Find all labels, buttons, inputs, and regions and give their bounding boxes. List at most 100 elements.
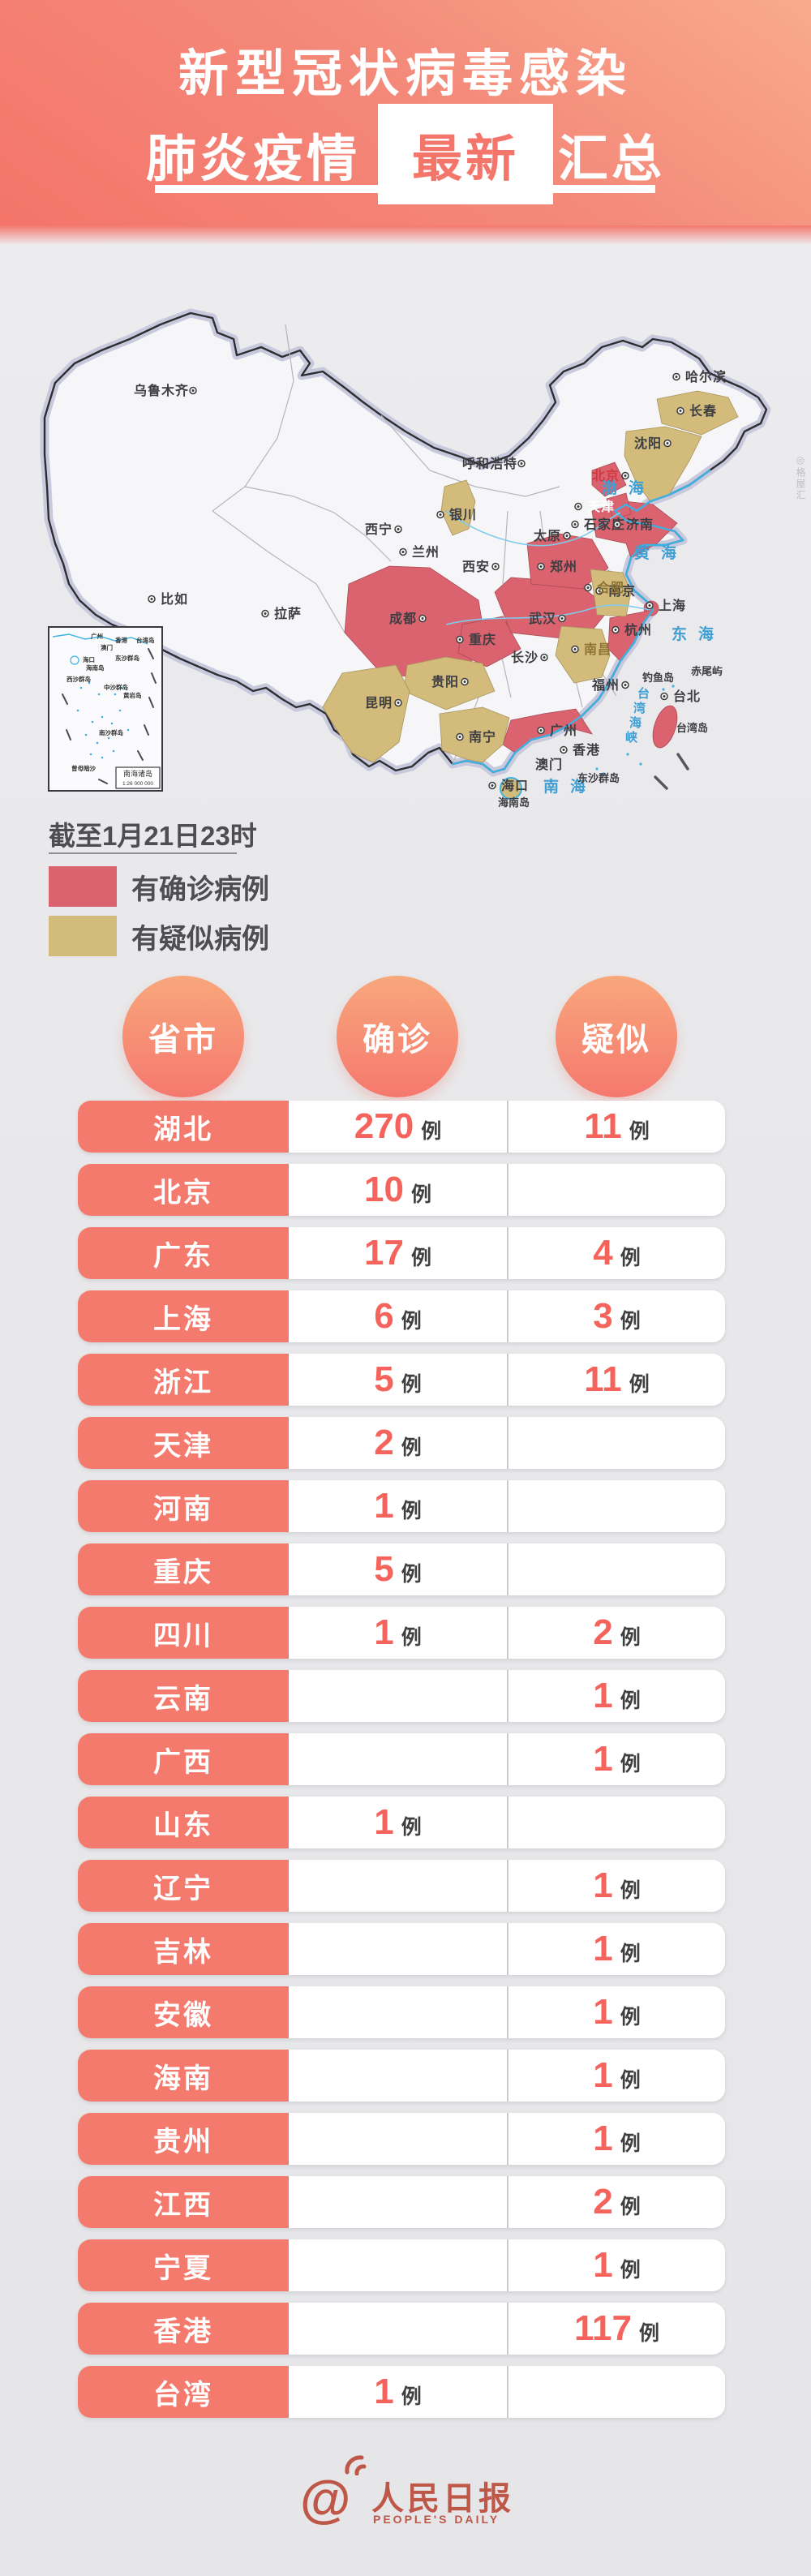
case-count: 6 <box>374 1296 394 1336</box>
unit-label: 例 <box>620 2069 641 2092</box>
unit-label: 例 <box>638 2322 659 2345</box>
rivers <box>445 510 651 625</box>
unit-label: 例 <box>401 1373 422 1396</box>
sea-label-南海: 南海 <box>543 777 597 796</box>
svg-text:杭州: 杭州 <box>624 622 652 638</box>
svg-text:南京: 南京 <box>608 583 636 599</box>
legend-label: 有疑似病例 <box>131 923 269 955</box>
svg-text:郑州: 郑州 <box>550 559 577 574</box>
unit-label: 例 <box>401 1436 422 1459</box>
svg-text:广州: 广州 <box>550 723 577 738</box>
svg-text:上海: 上海 <box>659 598 686 613</box>
unit-label: 例 <box>421 1120 442 1143</box>
unit-label: 例 <box>401 1310 422 1333</box>
sea-label-渤海: 渤海 <box>602 479 644 497</box>
dash-line-segments <box>654 753 689 790</box>
svg-text:福州: 福州 <box>591 677 620 693</box>
svg-text:合肥: 合肥 <box>597 580 624 595</box>
unit-label: 例 <box>629 1373 650 1396</box>
inset-label-广州: 广州 <box>91 632 103 640</box>
confirmed-provinces <box>344 462 678 753</box>
province-cell: 广东 <box>78 1227 289 1279</box>
legend-item: 有疑似病例 <box>49 916 269 956</box>
city-label-北京: 北京 <box>592 468 629 483</box>
svg-text:湾: 湾 <box>633 701 646 715</box>
table-row: 广西 1 例 <box>78 1733 725 1785</box>
inset-label-西沙群岛: 西沙群岛 <box>67 675 91 683</box>
suspected-cell: 117 例 <box>507 2303 725 2355</box>
cases-table: 湖北 270 例 11 例北京 10 例广东 17 例 4 例上海 6 例 3 例浙江 5 例 11 例天津 2 例河南… <box>78 1101 725 2418</box>
page-subtitle: 肺炎疫情 最新 汇总 <box>0 104 811 204</box>
svg-text:拉萨: 拉萨 <box>274 606 302 621</box>
svg-text:西安: 西安 <box>462 559 490 574</box>
suspected-cell: 11 例 <box>507 1354 725 1406</box>
inset-label-海南岛: 海南岛 <box>86 663 105 672</box>
city-label-香港: 香港 <box>560 742 600 758</box>
province-cell: 浙江 <box>78 1354 289 1406</box>
province-cell: 四川 <box>78 1607 289 1659</box>
svg-text:香港: 香港 <box>572 742 600 758</box>
province-cell: 云南 <box>78 1670 289 1722</box>
case-count: 1 <box>374 1612 394 1652</box>
hainan-coast <box>500 777 522 800</box>
svg-text:济南: 济南 <box>626 517 654 532</box>
case-count: 1 <box>374 1802 394 1842</box>
legend-swatch <box>49 916 117 956</box>
province-cell: 湖北 <box>78 1101 289 1153</box>
case-count: 270 <box>354 1106 414 1146</box>
as-of-timestamp: 截至1月21日23时 <box>49 821 257 851</box>
city-label-济南: 济南 <box>613 517 654 532</box>
svg-text:西宁: 西宁 <box>365 522 393 537</box>
city-label-上海: 上海 <box>646 598 686 613</box>
unit-label: 例 <box>401 1816 422 1839</box>
confirmed-cell: 270 例 <box>289 1101 507 1153</box>
island-label-钓鱼岛: 钓鱼岛 <box>642 672 674 684</box>
city-label-呼和浩特: 呼和浩特 <box>462 456 526 471</box>
table-row: 浙江 5 例 11 例 <box>78 1354 725 1406</box>
table-row: 江西 2 例 <box>78 2176 725 2228</box>
unit-label: 例 <box>410 1247 431 1269</box>
inset-label-黄岩岛: 黄岩岛 <box>123 691 142 699</box>
city-label-武汉: 武汉 <box>529 611 566 626</box>
confirmed-cell: 10 例 <box>289 1164 507 1216</box>
confirmed-cell <box>289 2113 507 2165</box>
svg-text:南海: 南海 <box>543 777 597 796</box>
unit-label: 例 <box>629 1120 650 1143</box>
china-map: 南海诸岛 1:26 000 000 乌鲁木齐 哈尔滨长春沈阳呼和浩特北京天津石家庄… <box>40 308 771 809</box>
unit-label: 例 <box>620 1753 641 1775</box>
unit-label: 例 <box>620 1247 641 1269</box>
unit-label: 例 <box>620 2132 641 2155</box>
province-cell: 香港 <box>78 2303 289 2355</box>
confirmed-cell <box>289 1670 507 1722</box>
inset-label-台湾岛: 台湾岛 <box>136 636 155 644</box>
table-row: 北京 10 例 <box>78 1164 725 1216</box>
city-label-南昌: 南昌 <box>571 642 611 657</box>
island-label-海南岛: 海南岛 <box>498 796 530 809</box>
svg-text:澳门: 澳门 <box>535 757 563 772</box>
subtitle-prefix: 肺炎疫情 <box>145 131 360 187</box>
province-cell: 河南 <box>78 1480 289 1532</box>
suspected-cell: 11 例 <box>507 1101 725 1153</box>
svg-text:北京: 北京 <box>592 468 620 483</box>
city-label-比如: 比如 <box>148 591 187 607</box>
svg-text:沈阳: 沈阳 <box>634 436 662 451</box>
south-china-sea-inset: 南海诸岛 1:26 000 000 <box>48 626 163 792</box>
inset-label-南沙群岛: 南沙群岛 <box>99 728 123 736</box>
column-header-confirmed: 确诊 <box>337 976 458 1097</box>
legend-swatch <box>49 866 117 907</box>
case-count: 1 <box>593 1992 613 2032</box>
unit-label: 例 <box>620 1879 641 1902</box>
sea-label-东海: 东海 <box>672 625 714 643</box>
table-row: 辽宁 1 例 <box>78 1860 725 1912</box>
city-label-西宁: 西宁 <box>365 522 402 537</box>
table-row: 海南 1 例 <box>78 2050 725 2102</box>
table-row: 山东 1 例 <box>78 1797 725 1848</box>
